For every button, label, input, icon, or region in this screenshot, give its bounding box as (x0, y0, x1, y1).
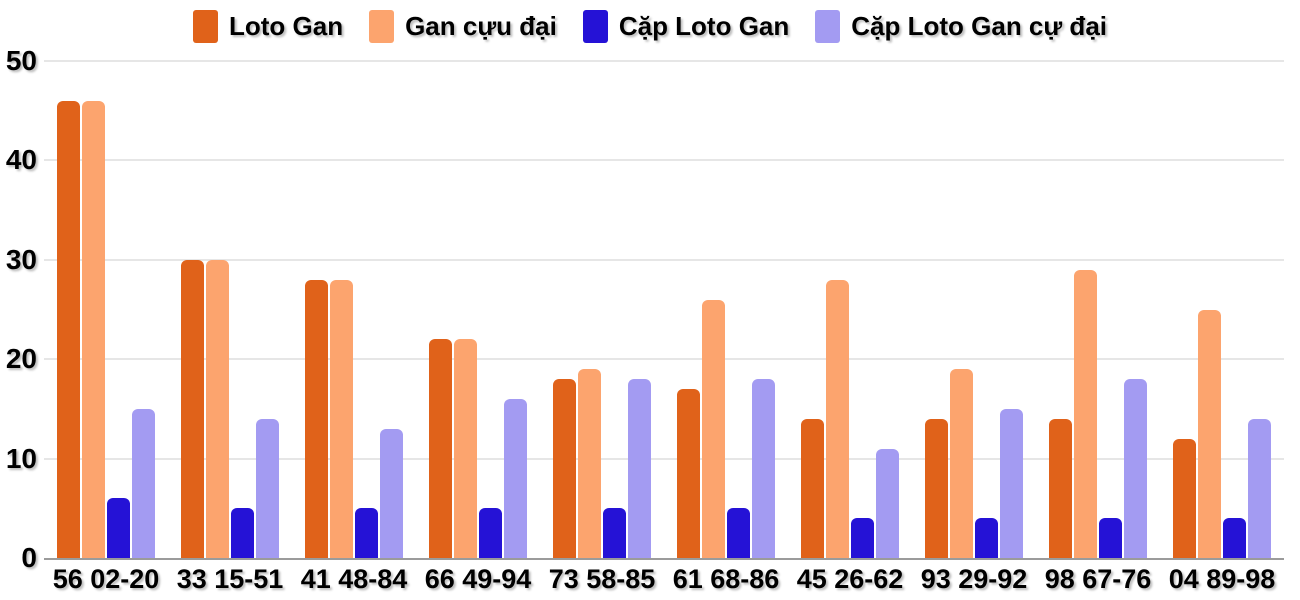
x-axis-label-4: 66 49-94 (424, 564, 532, 594)
y-axis-label-20: 20 (5, 343, 37, 375)
legend: Loto Gan Gan cựu đại Cặp Loto Gan Cặp Loto … (0, 10, 1300, 43)
bar (1000, 408, 1023, 558)
bar (107, 498, 130, 558)
bars (44, 61, 1284, 558)
bar (504, 398, 527, 558)
bar (851, 518, 874, 558)
y-axis-label-50: 50 (5, 45, 37, 76)
bar (206, 259, 229, 558)
bar (256, 418, 279, 558)
bar (876, 448, 899, 558)
x-axis-label-9: 98 67-76 (1044, 564, 1152, 594)
y-axis-label-10: 10 (5, 442, 37, 474)
bar (1049, 418, 1072, 558)
bar (578, 369, 601, 558)
bar-group-2 (168, 61, 292, 558)
x-axis-label-1: 56 02-20 (52, 564, 160, 594)
bar (1248, 418, 1271, 558)
legend-item-0: Loto Gan (192, 10, 344, 43)
legend-label: Cặp Loto Gan (618, 11, 790, 41)
bar (702, 299, 725, 558)
legend-item-1: Gan cựu đại (369, 10, 557, 43)
bar (925, 418, 948, 558)
x-axis-label-6: 61 68-86 (672, 564, 780, 594)
bar (355, 508, 378, 558)
bar (975, 518, 998, 558)
plot-area (44, 60, 1284, 560)
bar (727, 508, 750, 558)
bar (57, 100, 80, 558)
legend-label: Loto Gan (228, 11, 344, 41)
bar (1198, 309, 1221, 558)
bar (1074, 269, 1097, 558)
bar (677, 389, 700, 558)
bar (454, 339, 477, 558)
bar (603, 508, 626, 558)
y-axis-label-30: 30 (5, 243, 37, 275)
bar (479, 508, 502, 558)
y-axis-label-0: 0 (21, 542, 37, 573)
bar (553, 379, 576, 558)
x-axis: 56 02-20 33 15-51 41 48-84 66 49-94 73 58-85… (44, 564, 1284, 595)
bar (752, 379, 775, 558)
x-axis-label-8: 93 29-92 (920, 564, 1028, 594)
bar (801, 418, 824, 558)
bar (231, 508, 254, 558)
bar (826, 279, 849, 558)
bar-group-4 (416, 61, 540, 558)
bar-group-9 (1036, 61, 1160, 558)
bar (429, 339, 452, 558)
gridline-50 (44, 60, 1284, 62)
bar-group-3 (292, 61, 416, 558)
legend-label: Gan cựu đại (405, 11, 557, 41)
bar (950, 369, 973, 558)
bar (380, 428, 403, 558)
bar (1223, 518, 1246, 558)
legend-swatch-icon (582, 10, 608, 43)
legend-swatch-icon (815, 10, 841, 43)
bar-group-8 (912, 61, 1036, 558)
bar (1099, 518, 1122, 558)
bar (181, 259, 204, 558)
gridline-20 (44, 358, 1284, 361)
bar (305, 279, 328, 558)
x-axis-label-5: 73 58-85 (548, 564, 656, 594)
bar (132, 408, 155, 558)
bar (82, 100, 105, 558)
y-axis: 0 10 20 30 40 50 (0, 46, 37, 573)
legend-item-2: Cặp Loto Gan (582, 10, 790, 43)
bar-group-10 (1160, 61, 1284, 558)
legend-item-3: Cặp Loto Gan cự đại (815, 10, 1107, 43)
bar-group-1 (44, 61, 168, 558)
bar (628, 379, 651, 558)
gridline-40 (44, 159, 1284, 162)
gridline-10 (44, 457, 1284, 460)
bar-group-7 (788, 61, 912, 558)
x-axis-label-10: 04 89-98 (1168, 564, 1276, 594)
legend-label: Cặp Loto Gan cự đại (851, 11, 1107, 41)
x-axis-label-3: 41 48-84 (300, 564, 408, 594)
bar (1173, 438, 1196, 558)
bar-group-6 (664, 61, 788, 558)
y-axis-label-40: 40 (5, 144, 37, 176)
bar (1124, 379, 1147, 558)
x-axis-label-2: 33 15-51 (176, 564, 284, 594)
legend-swatch-icon (369, 10, 395, 43)
bar (330, 279, 353, 558)
bar-group-5 (540, 61, 664, 558)
x-axis-label-7: 45 26-62 (796, 564, 904, 594)
gridline-30 (44, 258, 1284, 261)
legend-swatch-icon (192, 10, 218, 43)
